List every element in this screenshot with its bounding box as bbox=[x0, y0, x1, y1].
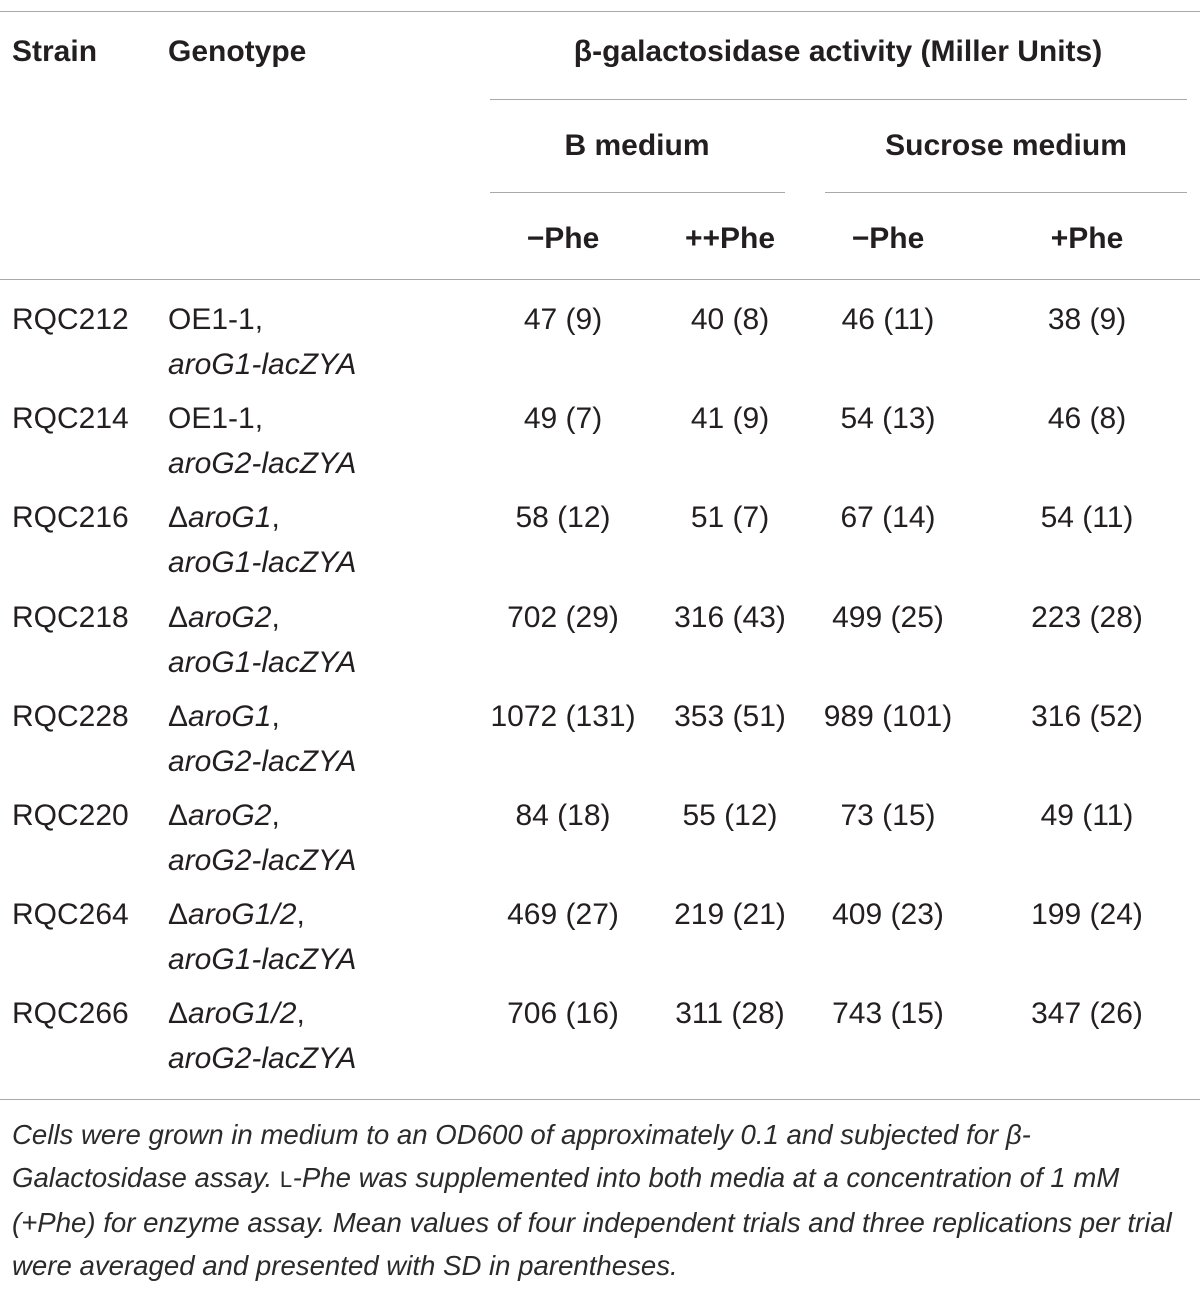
value-cell-s-plus: 46 (8) bbox=[1047, 402, 1127, 435]
value-cell-s-minus: 409 (23) bbox=[832, 898, 944, 931]
value-cell-b-plus: 51 (7) bbox=[690, 501, 770, 534]
value-cell-b-minus: 706 (16) bbox=[507, 997, 619, 1030]
genotype-line2: aroG2-lacZYA bbox=[168, 745, 357, 778]
genotype-line1: OE1-1, bbox=[168, 303, 264, 336]
header-b-medium: B medium bbox=[564, 129, 710, 162]
header-s-minus-phe: −Phe bbox=[851, 222, 925, 255]
header-activity: β-galactosidase activity (Miller Units) bbox=[573, 35, 1103, 68]
value-cell-b-minus: 58 (12) bbox=[515, 501, 611, 534]
value-cell-b-minus: 702 (29) bbox=[507, 601, 619, 634]
caption-part2: -Phe was supplemented into both media at… bbox=[12, 1162, 1172, 1281]
genotype-line1: ΔaroG1, bbox=[168, 501, 280, 534]
strain-cell: RQC220 bbox=[12, 799, 129, 832]
genotype-line2: aroG1-lacZYA bbox=[168, 646, 357, 679]
strain-cell: RQC214 bbox=[12, 402, 129, 435]
value-cell-s-minus: 743 (15) bbox=[832, 997, 944, 1030]
genotype-line1: ΔaroG1/2, bbox=[168, 997, 305, 1030]
activity-rule bbox=[490, 99, 1187, 100]
genotype-line1: ΔaroG1, bbox=[168, 700, 280, 733]
value-cell-s-plus: 54 (11) bbox=[1040, 501, 1134, 534]
value-cell-s-plus: 38 (9) bbox=[1047, 303, 1127, 336]
strain-cell: RQC264 bbox=[12, 898, 129, 931]
genotype-line2: aroG2-lacZYA bbox=[168, 1042, 357, 1075]
value-cell-b-minus: 1072 (131) bbox=[490, 700, 636, 733]
value-cell-b-plus: 40 (8) bbox=[690, 303, 770, 336]
value-cell-b-plus: 316 (43) bbox=[674, 601, 786, 634]
value-cell-b-plus: 55 (12) bbox=[682, 799, 778, 832]
strain-cell: RQC212 bbox=[12, 303, 129, 336]
value-cell-s-minus: 989 (101) bbox=[823, 700, 953, 733]
table-caption: Cells were grown in medium to an OD600 o… bbox=[12, 1113, 1190, 1287]
top-rule bbox=[0, 11, 1200, 12]
caption-part1: Cells were grown in medium to an OD600 o… bbox=[12, 1119, 1031, 1193]
genotype-line2: aroG1-lacZYA bbox=[168, 546, 357, 579]
value-cell-b-minus: 49 (7) bbox=[523, 402, 603, 435]
value-cell-s-plus: 223 (28) bbox=[1031, 601, 1143, 634]
genotype-line2: aroG2-lacZYA bbox=[168, 447, 357, 480]
strain-cell: RQC228 bbox=[12, 700, 129, 733]
genotype-line1: ΔaroG1/2, bbox=[168, 898, 305, 931]
header-sucrose-medium: Sucrose medium bbox=[885, 129, 1127, 162]
genotype-line2: aroG1-lacZYA bbox=[168, 348, 357, 381]
genotype-line2: aroG2-lacZYA bbox=[168, 844, 357, 877]
strain-cell: RQC218 bbox=[12, 601, 129, 634]
header-b-minus-phe: −Phe bbox=[526, 222, 600, 255]
header-genotype: Genotype bbox=[168, 35, 307, 68]
value-cell-s-minus: 46 (11) bbox=[841, 303, 935, 336]
value-cell-s-minus: 499 (25) bbox=[832, 601, 944, 634]
value-cell-s-minus: 54 (13) bbox=[840, 402, 936, 435]
b-medium-rule bbox=[490, 192, 785, 193]
value-cell-s-plus: 199 (24) bbox=[1031, 898, 1143, 931]
value-cell-s-plus: 347 (26) bbox=[1031, 997, 1143, 1030]
header-s-plus-phe: +Phe bbox=[1050, 222, 1124, 255]
strain-cell: RQC216 bbox=[12, 501, 129, 534]
header-strain: Strain bbox=[12, 35, 98, 68]
value-cell-s-plus: 49 (11) bbox=[1040, 799, 1134, 832]
value-cell-b-minus: 84 (18) bbox=[515, 799, 611, 832]
value-cell-b-plus: 311 (28) bbox=[675, 997, 785, 1030]
genotype-line1: OE1-1, bbox=[168, 402, 264, 435]
genotype-line1: ΔaroG2, bbox=[168, 601, 280, 634]
value-cell-s-plus: 316 (52) bbox=[1031, 700, 1143, 733]
strain-cell: RQC266 bbox=[12, 997, 129, 1030]
genotype-line2: aroG1-lacZYA bbox=[168, 943, 357, 976]
header-bottom-rule bbox=[0, 279, 1200, 280]
value-cell-s-minus: 67 (14) bbox=[840, 501, 936, 534]
header-b-plus-phe: ++Phe bbox=[684, 222, 776, 255]
genotype-line1: ΔaroG2, bbox=[168, 799, 280, 832]
value-cell-b-plus: 41 (9) bbox=[690, 402, 770, 435]
value-cell-b-plus: 219 (21) bbox=[674, 898, 786, 931]
table-bottom-rule bbox=[0, 1099, 1200, 1100]
value-cell-b-minus: 47 (9) bbox=[523, 303, 603, 336]
value-cell-b-minus: 469 (27) bbox=[507, 898, 619, 931]
sucrose-medium-rule bbox=[825, 192, 1187, 193]
caption-l-prefix: L bbox=[279, 1167, 293, 1192]
value-cell-b-plus: 353 (51) bbox=[674, 700, 786, 733]
value-cell-s-minus: 73 (15) bbox=[840, 799, 936, 832]
